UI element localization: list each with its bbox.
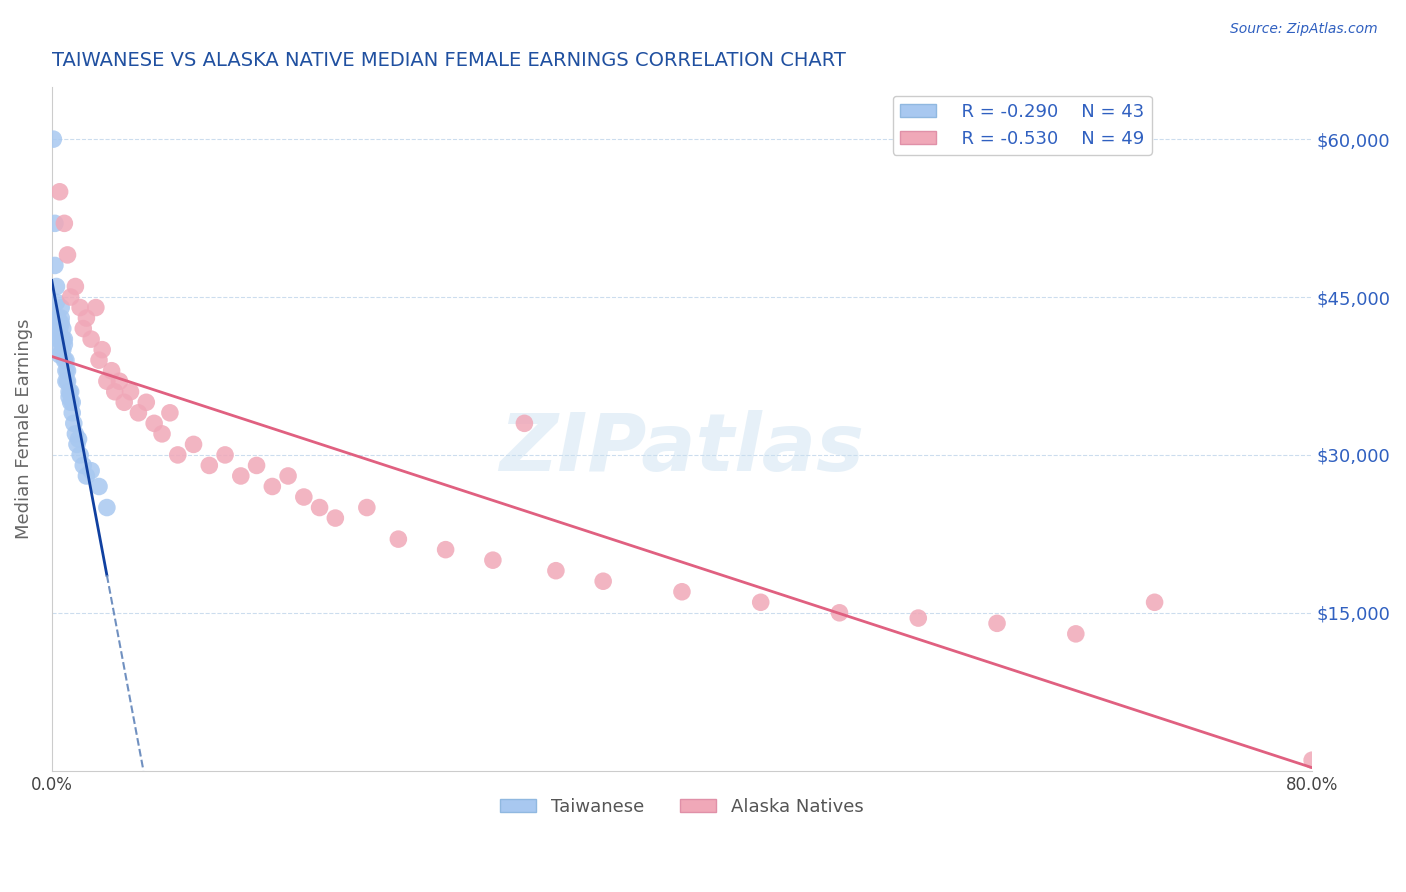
Point — [166, 448, 188, 462]
Point — [87, 479, 110, 493]
Legend: Taiwanese, Alaska Natives: Taiwanese, Alaska Natives — [494, 791, 870, 823]
Point — [292, 490, 315, 504]
Point — [53, 337, 76, 351]
Point — [127, 406, 149, 420]
Point — [907, 611, 929, 625]
Point — [1301, 753, 1323, 767]
Point — [387, 532, 409, 546]
Point — [59, 290, 82, 304]
Point — [51, 311, 73, 326]
Point — [986, 616, 1008, 631]
Point — [51, 301, 73, 315]
Point — [592, 574, 614, 589]
Point — [84, 301, 107, 315]
Point — [104, 384, 127, 399]
Point — [150, 426, 173, 441]
Point — [46, 321, 69, 335]
Point — [108, 374, 131, 388]
Point — [72, 321, 94, 335]
Point — [52, 343, 75, 357]
Point — [91, 343, 114, 357]
Point — [58, 390, 80, 404]
Point — [544, 564, 567, 578]
Point — [60, 395, 83, 409]
Point — [53, 353, 76, 368]
Point — [46, 332, 69, 346]
Point — [143, 417, 166, 431]
Point — [75, 469, 97, 483]
Text: TAIWANESE VS ALASKA NATIVE MEDIAN FEMALE EARNINGS CORRELATION CHART: TAIWANESE VS ALASKA NATIVE MEDIAN FEMALE… — [52, 51, 845, 70]
Point — [66, 437, 89, 451]
Point — [159, 406, 181, 420]
Point — [513, 417, 536, 431]
Point — [58, 384, 80, 399]
Point — [42, 132, 65, 146]
Point — [62, 417, 84, 431]
Point — [214, 448, 236, 462]
Point — [69, 448, 91, 462]
Point — [671, 584, 693, 599]
Point — [48, 343, 70, 357]
Y-axis label: Median Female Earnings: Median Female Earnings — [15, 318, 32, 539]
Point — [112, 395, 135, 409]
Point — [96, 500, 118, 515]
Point — [325, 511, 347, 525]
Point — [262, 479, 284, 493]
Point — [67, 432, 90, 446]
Point — [46, 311, 69, 326]
Point — [45, 295, 67, 310]
Point — [75, 311, 97, 326]
Point — [48, 185, 70, 199]
Point — [55, 364, 77, 378]
Point — [69, 301, 91, 315]
Point — [80, 464, 103, 478]
Point — [59, 384, 82, 399]
Point — [87, 353, 110, 368]
Point — [183, 437, 205, 451]
Point — [80, 332, 103, 346]
Point — [44, 216, 66, 230]
Point — [44, 259, 66, 273]
Point — [1143, 595, 1166, 609]
Point — [828, 606, 851, 620]
Point — [96, 374, 118, 388]
Point — [48, 348, 70, 362]
Point — [356, 500, 378, 515]
Point — [482, 553, 505, 567]
Point — [48, 321, 70, 335]
Text: ZIPatlas: ZIPatlas — [499, 410, 865, 488]
Point — [434, 542, 457, 557]
Point — [53, 216, 76, 230]
Point — [51, 316, 73, 330]
Point — [65, 279, 87, 293]
Point — [308, 500, 330, 515]
Point — [120, 384, 142, 399]
Text: Source: ZipAtlas.com: Source: ZipAtlas.com — [1230, 22, 1378, 37]
Point — [52, 321, 75, 335]
Point — [60, 406, 83, 420]
Point — [52, 332, 75, 346]
Point — [59, 395, 82, 409]
Point — [749, 595, 772, 609]
Point — [48, 332, 70, 346]
Point — [135, 395, 157, 409]
Point — [56, 374, 79, 388]
Point — [53, 332, 76, 346]
Point — [1064, 627, 1087, 641]
Point — [277, 469, 299, 483]
Point — [72, 458, 94, 473]
Point — [56, 248, 79, 262]
Point — [55, 374, 77, 388]
Point — [45, 311, 67, 326]
Point — [56, 364, 79, 378]
Point — [229, 469, 252, 483]
Point — [65, 426, 87, 441]
Point — [245, 458, 267, 473]
Point — [55, 353, 77, 368]
Point — [45, 279, 67, 293]
Point — [198, 458, 221, 473]
Point — [100, 364, 122, 378]
